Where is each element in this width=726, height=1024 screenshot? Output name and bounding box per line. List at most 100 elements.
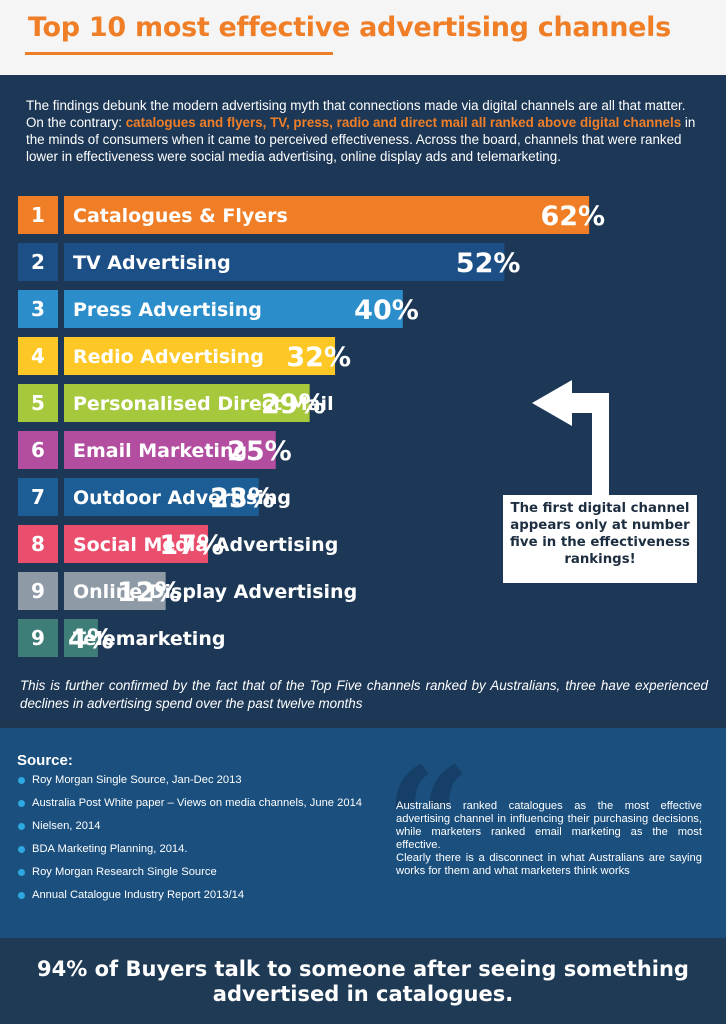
intro-paragraph: The findings debunk the modern advertisi… (26, 97, 702, 165)
rank-box (18, 619, 58, 657)
main-section: The findings debunk the modern advertisi… (0, 75, 726, 720)
category-label: Social Media Advertising (73, 534, 338, 556)
quote-paragraph: Australians ranked catalogues as the mos… (396, 800, 702, 851)
rank-box (18, 478, 58, 516)
quote-paragraph: Clearly there is a disconnect in what Au… (396, 852, 702, 877)
data-label: 25% (227, 436, 292, 467)
rank-box (18, 431, 58, 469)
bar (64, 337, 336, 375)
rank-box (18, 572, 58, 610)
category-label: Redio Advertising (73, 346, 264, 368)
quote-block: Australians ranked catalogues as the mos… (396, 800, 702, 878)
rank-label: 9 (31, 626, 45, 650)
source-list: Roy Morgan Single Source, Jan-Dec 2013 A… (18, 774, 363, 912)
data-label: 29% (261, 389, 326, 420)
source-item: Australia Post White paper – Views on me… (18, 797, 363, 810)
bar-row: 3 Press Advertising 40% (18, 290, 419, 328)
bar (64, 384, 310, 422)
data-label: 12% (117, 577, 182, 608)
quote-mark-icon: “ (385, 735, 472, 911)
callout-arrow (532, 380, 609, 500)
source-item: BDA Marketing Planning, 2014. (18, 843, 363, 856)
data-label: 62% (540, 201, 605, 232)
data-label: 52% (456, 248, 521, 279)
data-label: 40% (354, 295, 419, 326)
intro-highlight: catalogues and flyers, TV, press, radio … (125, 115, 682, 130)
bottom-banner: 94% of Buyers talk to someone after seei… (0, 938, 726, 1024)
rank-label: 5 (31, 391, 45, 415)
source-item: Nielsen, 2014 (18, 820, 363, 833)
title-underline (25, 52, 333, 55)
source-item-text: Nielsen, 2014 (32, 820, 101, 832)
bar-chart: 1 Catalogues & Flyers 62%2 TV Advertising 52… (18, 196, 605, 657)
intro-text-1: The findings debunk the modern advertisi… (26, 98, 686, 130)
rank-label: 3 (31, 297, 45, 321)
bar-row: 1 Catalogues & Flyers 62% (18, 196, 605, 234)
rank-label: 7 (31, 485, 45, 509)
category-label: Outdoor Advertising (73, 487, 291, 509)
rank-box (18, 384, 58, 422)
category-label: TV Advertising (73, 252, 231, 274)
bullet-icon (18, 869, 25, 876)
rank-box (18, 196, 58, 234)
callout-box (503, 495, 697, 583)
callout-arrow-shape (532, 380, 609, 500)
category-label: Email Marketing (73, 440, 247, 462)
source-item-text: Roy Morgan Research Single Source (32, 866, 217, 878)
bar-row: 2 TV Advertising 52% (18, 243, 520, 281)
bar (64, 619, 98, 657)
rank-box (18, 243, 58, 281)
page-title: Top 10 most effective advertising channe… (28, 12, 671, 43)
category-label: Telemarketing (73, 628, 225, 650)
data-label: 32% (286, 342, 351, 373)
rank-label: 2 (31, 250, 45, 274)
rank-label: 8 (31, 532, 45, 556)
rank-box (18, 525, 58, 563)
rank-box (18, 337, 58, 375)
footnote: This is further confirmed by the fact th… (20, 678, 708, 711)
data-label: 17% (159, 530, 224, 561)
rank-label: 9 (31, 579, 45, 603)
source-item: Annual Catalogue Industry Report 2013/14 (18, 889, 363, 902)
bottom-banner-text: 94% of Buyers talk to someone after seei… (37, 957, 689, 1006)
callout-text: The first digital channel appears only a… (510, 501, 690, 567)
rank-label: 1 (31, 203, 45, 227)
bar (64, 243, 505, 281)
source-item-text: Roy Morgan Single Source, Jan-Dec 2013 (32, 774, 242, 786)
bar-row: 4 Redio Advertising 32% (18, 337, 351, 375)
bullet-icon (18, 777, 25, 784)
bar (64, 572, 166, 610)
source-item: Roy Morgan Research Single Source (18, 866, 363, 879)
source-item-text: Annual Catalogue Industry Report 2013/14 (32, 889, 245, 901)
source-item-text: BDA Marketing Planning, 2014. (32, 843, 188, 855)
bar (64, 525, 208, 563)
source-item: Roy Morgan Single Source, Jan-Dec 2013 (18, 774, 363, 787)
rank-label: 6 (31, 438, 45, 462)
source-section: Source: Roy Morgan Single Source, Jan-De… (0, 728, 726, 938)
bullet-icon (18, 846, 25, 853)
bar (64, 431, 276, 469)
source-item-text: Australia Post White paper – Views on me… (32, 797, 363, 809)
data-label: 4% (68, 624, 114, 655)
intro-text-2: in the minds of consumers when it came t… (26, 115, 696, 164)
bullet-icon (18, 823, 25, 830)
rank-label: 4 (31, 344, 45, 368)
bullet-icon (18, 800, 25, 807)
header: Top 10 most effective advertising channe… (0, 0, 726, 75)
bullet-icon (18, 892, 25, 899)
bar (64, 290, 403, 328)
rank-box (18, 290, 58, 328)
category-label: Online Display Advertising (73, 581, 357, 603)
data-label: 23% (210, 483, 275, 514)
source-heading: Source: (17, 752, 73, 769)
category-label: Catalogues & Flyers (73, 205, 288, 227)
bar (64, 196, 590, 234)
category-label: Press Advertising (73, 299, 262, 321)
category-label: Personalised Direct Mail (73, 393, 334, 415)
